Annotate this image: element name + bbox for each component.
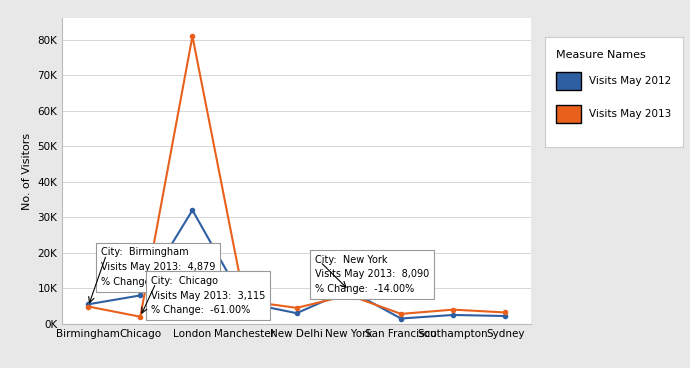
FancyBboxPatch shape [556, 105, 581, 123]
Text: City:  New York
Visits May 2013:  8,090
% Change:  -14.00%: City: New York Visits May 2013: 8,090 % … [315, 255, 429, 294]
Text: Measure Names: Measure Names [556, 50, 646, 60]
Text: City:  Chicago
Visits May 2013:  3,115
% Change:  -61.00%: City: Chicago Visits May 2013: 3,115 % C… [150, 276, 265, 315]
Text: Visits May 2013: Visits May 2013 [589, 109, 671, 119]
Text: Visits May 2012: Visits May 2012 [589, 76, 671, 86]
Y-axis label: No. of Visitors: No. of Visitors [22, 132, 32, 210]
FancyBboxPatch shape [556, 72, 581, 90]
Text: City:  Birmingham
Visits May 2013:  4,879
% Change:  -5.00%: City: Birmingham Visits May 2013: 4,879 … [101, 248, 215, 287]
